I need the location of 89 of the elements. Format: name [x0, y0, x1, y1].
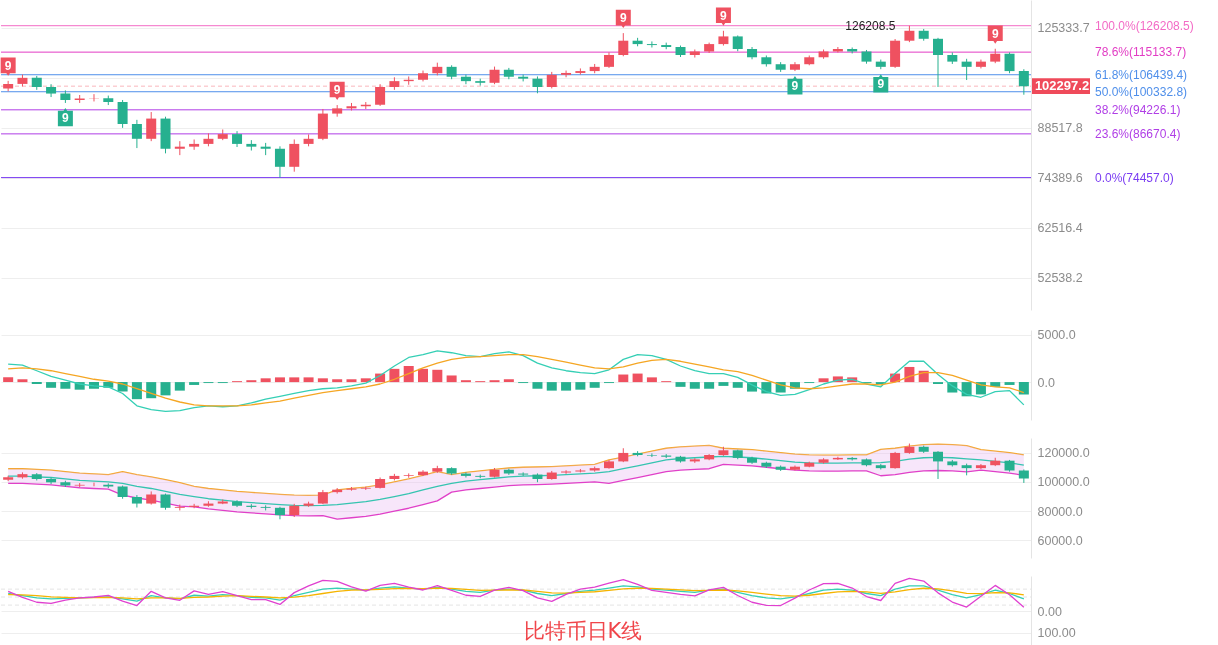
- y-tick-label: 0.0: [1037, 375, 1055, 390]
- y-tick-label: 52538.2: [1037, 271, 1083, 286]
- bar: [432, 369, 443, 383]
- text: 9: [333, 83, 341, 98]
- candlestick: [561, 469, 572, 475]
- candlestick: [1004, 51, 1015, 74]
- text: 9: [720, 8, 727, 23]
- ref-line-label: 100.0%(126208.5): [1095, 18, 1194, 33]
- ref-line-label: 0.0%(74457.0): [1095, 170, 1174, 185]
- y-tick-label: 125333.7: [1037, 21, 1090, 36]
- candlestick: [961, 58, 972, 81]
- candlestick: [46, 83, 57, 98]
- bar: [704, 382, 715, 389]
- bar: [632, 373, 643, 383]
- line-series: [7, 443, 1025, 497]
- y-tick-label: 100.00: [1037, 626, 1076, 641]
- bar: [561, 382, 572, 391]
- y-tick-label: 0.00: [1037, 604, 1062, 619]
- bar: [575, 382, 586, 390]
- text: 126208.5: [845, 18, 896, 33]
- text: 9: [4, 58, 12, 73]
- bar: [818, 378, 829, 383]
- bar: [1018, 382, 1029, 395]
- y-tick-label: 120000.0: [1037, 446, 1090, 461]
- ref-line-label: 61.8%(106439.4): [1095, 67, 1188, 82]
- y-tick-label: 5000.0: [1037, 328, 1076, 343]
- y-tick-label: 88517.8: [1037, 121, 1083, 136]
- candlestick: [146, 111, 157, 142]
- bar: [60, 382, 71, 389]
- y-tick-label: 60000.0: [1037, 533, 1083, 548]
- text: 9: [991, 26, 999, 41]
- bar: [589, 382, 600, 388]
- candlestick: [1018, 68, 1029, 96]
- bar: [131, 382, 142, 400]
- text: 9: [791, 79, 799, 94]
- bar: [303, 377, 314, 383]
- bar: [418, 368, 429, 383]
- bar: [618, 374, 629, 383]
- bar: [446, 375, 457, 383]
- ref-line-label: 38.2%(94226.1): [1095, 102, 1181, 117]
- bar: [546, 382, 557, 391]
- candlestick: [933, 37, 944, 88]
- y-tick-label: 100000.0: [1037, 475, 1090, 490]
- candlestick: [933, 450, 944, 480]
- ref-line-label: 78.6%(115133.7): [1095, 45, 1187, 60]
- candlestick: [460, 74, 471, 85]
- bar: [332, 379, 343, 383]
- bar: [174, 382, 185, 391]
- candlestick: [117, 99, 128, 129]
- candlestick: [646, 40, 657, 49]
- bar: [646, 377, 657, 383]
- candlestick: [375, 83, 386, 107]
- bar: [503, 379, 514, 383]
- candlestick: [88, 93, 99, 102]
- bar: [46, 382, 57, 388]
- candlestick: [131, 494, 142, 509]
- text: 9: [619, 11, 627, 26]
- text: 9: [877, 77, 885, 92]
- bar: [532, 382, 543, 389]
- bar: [274, 377, 285, 383]
- ref-line-label: 50.0%(100332.8): [1095, 84, 1188, 99]
- bar: [317, 378, 328, 383]
- candlestick: [618, 32, 629, 57]
- candlestick: [646, 452, 657, 458]
- candlestick: [403, 472, 414, 479]
- bar: [289, 377, 300, 383]
- bar: [160, 382, 171, 396]
- bar: [675, 382, 686, 387]
- bar: [689, 382, 700, 389]
- text: 9: [62, 110, 69, 125]
- annotation: 比特币日K线: [523, 619, 643, 643]
- y-tick-label: 62516.4: [1037, 221, 1083, 236]
- bar: [346, 379, 357, 383]
- bar: [1004, 382, 1015, 385]
- ref-line-label: 23.6%(86670.4): [1095, 126, 1181, 141]
- y-tick-label: 74389.6: [1037, 171, 1083, 186]
- bar: [3, 377, 14, 383]
- bar: [189, 382, 200, 385]
- candlestick: [274, 145, 285, 179]
- bar: [260, 378, 271, 383]
- bar: [732, 382, 743, 388]
- line-series: [7, 577, 1025, 608]
- candlestick: [189, 138, 200, 151]
- candlestick: [289, 138, 300, 173]
- candlestick: [561, 70, 572, 78]
- candlestick: [131, 119, 142, 149]
- y-tick-label: 80000.0: [1037, 504, 1083, 519]
- bar: [17, 379, 28, 383]
- bar: [718, 382, 729, 386]
